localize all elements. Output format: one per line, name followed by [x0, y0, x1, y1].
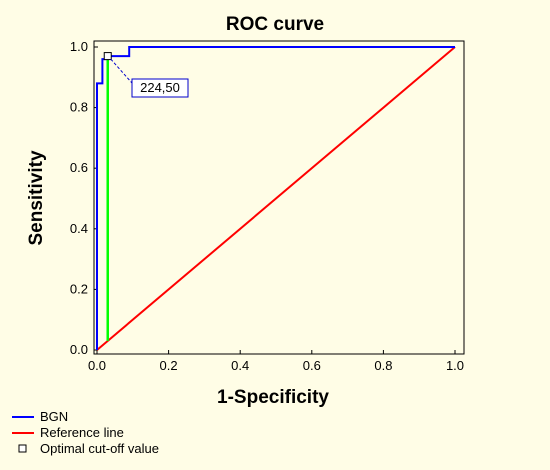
y-tick-label: 0.6: [70, 160, 88, 175]
y-axis-label: Sensitivity: [26, 150, 47, 245]
optimal-cutoff-callout-label: 224,50: [140, 80, 180, 95]
x-tick-label: 0.6: [303, 358, 321, 373]
x-tick-label: 0.4: [231, 358, 249, 373]
legend-label-bgn: BGN: [40, 409, 68, 424]
optimal-cutoff-marker: [103, 52, 112, 61]
x-axis-label: 1-Specificity: [217, 387, 329, 408]
y-tick-label: 0.8: [70, 100, 88, 115]
y-tick-label: 0.4: [70, 221, 88, 236]
y-axis: 0.0 0.2 0.4 0.6 0.8 1.0: [70, 39, 98, 357]
reference-line-line: [96, 46, 456, 351]
legend-swatch-optimal-cut-off-value: [18, 444, 27, 453]
optimal-cutoff-layer: 224,50: [103, 52, 189, 341]
x-tick-label: 1.0: [446, 358, 464, 373]
legend-label-optimal-cut-off-value: Optimal cut-off value: [40, 441, 159, 456]
optimal-cutoff-callout-box: [131, 78, 189, 98]
optimal-cutoff-callout-leader: [110, 58, 133, 84]
x-axis: 0.0 0.2 0.4 0.6 0.8 1.0: [88, 350, 464, 373]
plot-area: [93, 40, 465, 355]
x-tick-label: 0.2: [160, 358, 178, 373]
chart-title: ROC curve: [226, 14, 324, 35]
legend-label-reference-line: Reference line: [40, 425, 124, 440]
y-tick-label: 0.2: [70, 281, 88, 296]
x-tick-label: 0.8: [374, 358, 392, 373]
y-tick-label: 1.0: [70, 39, 88, 54]
x-tick-label: 0.0: [88, 358, 106, 373]
y-tick-label: 0.0: [70, 342, 88, 357]
